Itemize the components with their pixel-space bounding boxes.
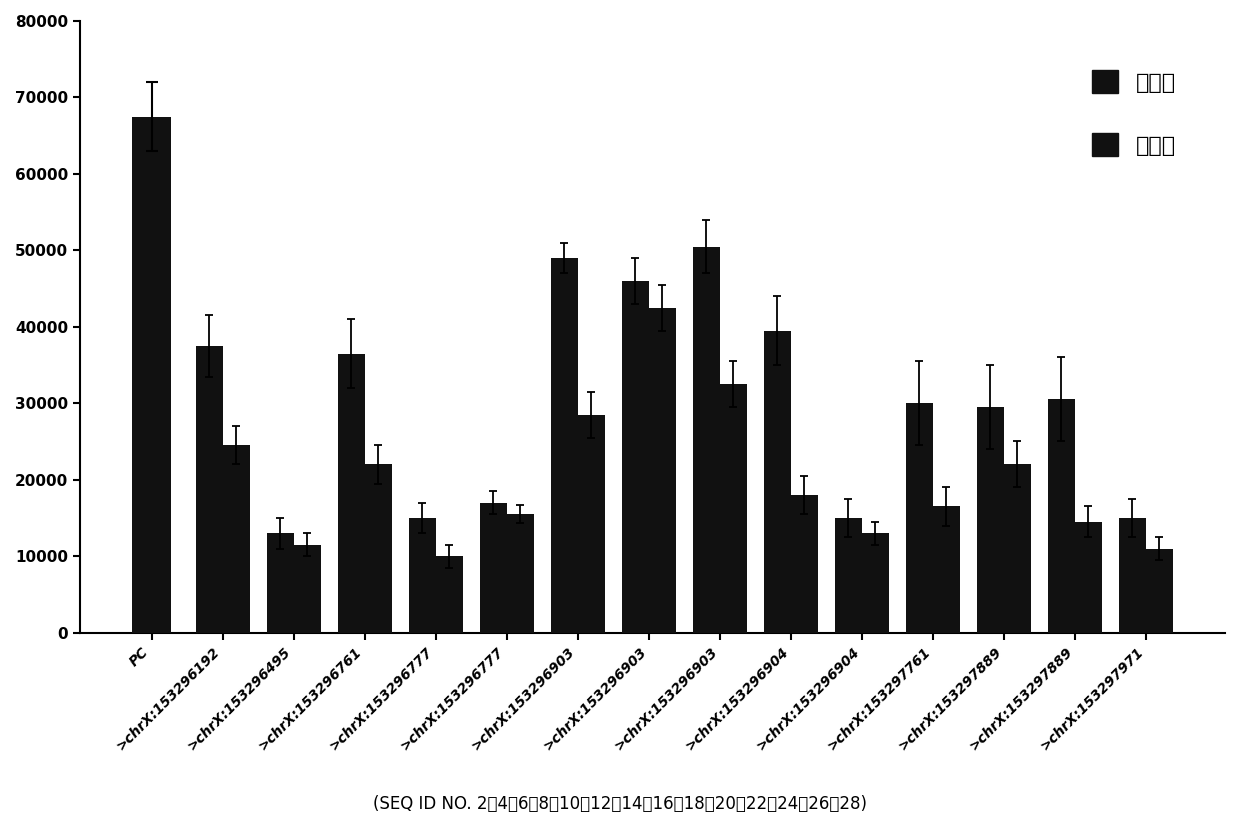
Bar: [932, 507, 960, 632]
Bar: [294, 545, 321, 632]
Bar: [1075, 522, 1102, 632]
Bar: [621, 281, 649, 632]
Bar: [1118, 518, 1146, 632]
Bar: [578, 415, 605, 632]
Bar: [223, 445, 249, 632]
Bar: [693, 247, 720, 632]
Bar: [764, 331, 791, 632]
Bar: [862, 534, 889, 632]
Bar: [551, 258, 578, 632]
Bar: [1146, 548, 1173, 632]
Bar: [435, 556, 463, 632]
Bar: [337, 354, 365, 632]
Bar: [133, 117, 171, 632]
Bar: [196, 346, 223, 632]
Bar: [906, 404, 932, 632]
Bar: [409, 518, 435, 632]
Bar: [365, 464, 392, 632]
Bar: [977, 407, 1004, 632]
Bar: [791, 495, 818, 632]
Bar: [480, 502, 507, 632]
Bar: [720, 384, 746, 632]
Bar: [507, 514, 533, 632]
Bar: [835, 518, 862, 632]
Bar: [1004, 464, 1030, 632]
Text: (SEQ ID NO. 2、4、6、8、10、12、14、16、18、20、22、24、26、28): (SEQ ID NO. 2、4、6、8、10、12、14、16、18、20、22…: [373, 795, 867, 813]
Bar: [649, 308, 676, 632]
Bar: [1048, 400, 1075, 632]
Bar: [267, 534, 294, 632]
Legend: 突变型, 野生型: 突变型, 野生型: [1069, 47, 1198, 178]
